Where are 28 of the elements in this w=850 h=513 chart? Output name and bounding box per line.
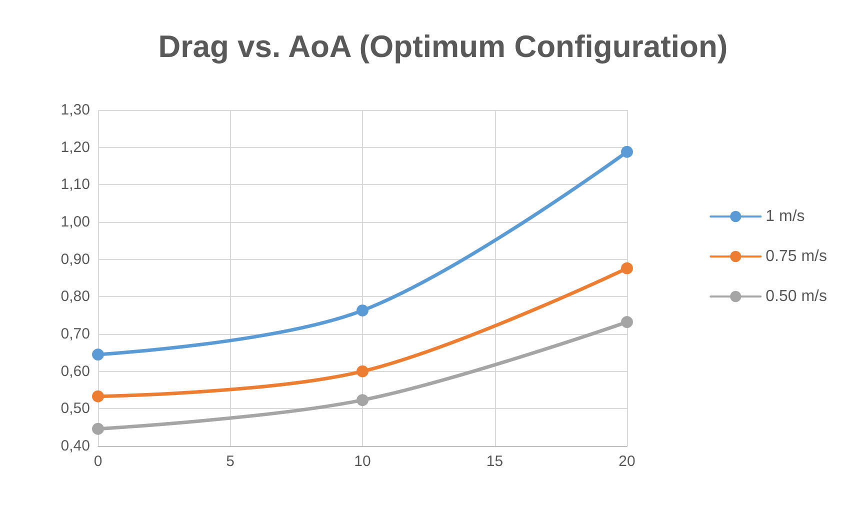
y-tick-label: 0,60: [60, 362, 90, 380]
y-tick-label: 0,50: [60, 400, 90, 418]
chart-title: Drag vs. AoA (Optimum Configuration): [158, 29, 728, 64]
y-tick-label: 0,90: [60, 250, 90, 268]
x-tick-label: 20: [618, 453, 636, 470]
legend-label: 0.75 m/s: [766, 248, 827, 265]
legend-label: 1 m/s: [766, 208, 805, 225]
point: [92, 390, 104, 402]
point: [356, 394, 368, 406]
y-tick-label: 1,00: [60, 214, 90, 230]
y-tick-label: 1,20: [60, 138, 90, 156]
y-tick-label: 1,10: [60, 176, 90, 194]
point: [356, 365, 368, 378]
x-tick-label: 5: [226, 453, 234, 470]
y-tick-label: 0,80: [60, 288, 90, 306]
point: [621, 262, 633, 274]
point: [92, 348, 104, 361]
legend-label: 0.50 m/s: [766, 288, 827, 305]
point: [621, 146, 633, 158]
y-tick-label: 0,70: [60, 326, 90, 342]
y-tick-label: 0,40: [60, 438, 90, 454]
y-tick-label: 1,30: [60, 102, 90, 118]
x-tick-label: 0: [94, 453, 102, 470]
point: [356, 304, 368, 316]
x-tick-label: 10: [354, 453, 371, 470]
point: [621, 316, 633, 328]
point: [92, 422, 104, 435]
x-tick-label: 15: [486, 453, 504, 470]
